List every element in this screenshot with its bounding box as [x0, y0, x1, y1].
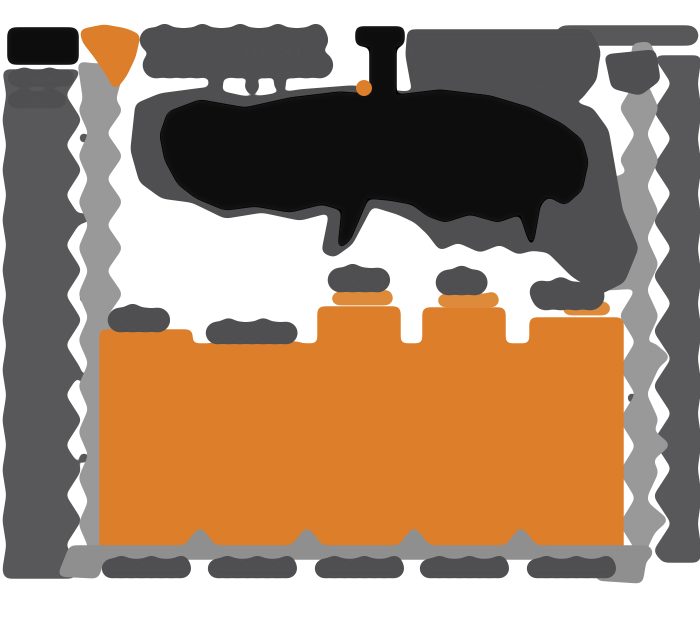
- bar-5-top: [530, 318, 623, 348]
- chart-layers: [3, 24, 700, 583]
- orange-accent-dot: [356, 80, 372, 96]
- x-tick-label-2: [208, 555, 297, 578]
- axis-gap-diamond: [389, 527, 439, 558]
- x-tick-label-4: [420, 555, 509, 578]
- left-axis-tick-nub: [80, 452, 94, 464]
- legend-label-line: [8, 89, 66, 108]
- bar-3-label-dot: [365, 268, 390, 292]
- bar-2-label: [206, 318, 298, 344]
- x-tick-label-5-dot: [598, 555, 614, 572]
- bar-4-label-dot: [462, 270, 488, 295]
- title-right-mass: [406, 30, 600, 100]
- x-tick-label-3: [315, 555, 404, 578]
- x-tick-label-1: [102, 555, 191, 578]
- bar-3-value-label-dot: [381, 289, 392, 301]
- bar-3-label: [328, 264, 390, 292]
- right-margin-label-band: [654, 56, 700, 562]
- bar-2-top: [213, 342, 300, 352]
- bar-4-value-label-dot: [487, 291, 498, 303]
- bar-5-label-dot: [576, 282, 605, 310]
- big-black-mass: [160, 90, 588, 250]
- bar-1-label-dot: [145, 308, 170, 332]
- bar-4-top: [423, 308, 505, 348]
- bar-4-label: [436, 266, 488, 295]
- top-center-t-shape: [356, 27, 404, 104]
- bars: [80, 25, 623, 553]
- left-margin-label-band: [3, 70, 81, 578]
- right-axis-bump: [650, 340, 670, 374]
- right-axis-bump: [650, 505, 668, 536]
- title-descender: [245, 79, 259, 93]
- axis-gap-diamond: [282, 527, 332, 558]
- legend-label-line-dot: [58, 70, 75, 86]
- x-tick-label-5: [527, 555, 616, 578]
- dark-labels: [102, 264, 616, 578]
- right-axis-bump: [650, 428, 670, 462]
- legend-label-line: [8, 67, 75, 86]
- black-shapes: [8, 27, 588, 250]
- x-tick-label-3-dot: [386, 555, 402, 572]
- x-tick-label-1-dot: [173, 555, 189, 572]
- bar-1-top: [100, 330, 192, 350]
- axis-corner-left: [58, 546, 108, 578]
- bar-5-label-tall-part: [530, 281, 552, 303]
- axis-gap-diamond: [496, 527, 546, 558]
- axis-gap-diamond: [175, 527, 225, 558]
- title-line-1: [140, 24, 328, 52]
- x-tick-label-4-dot: [491, 555, 507, 572]
- bars-merged-body: [100, 344, 623, 553]
- bar-4-value-label: [438, 291, 499, 307]
- title-descender: [209, 77, 223, 91]
- bar-3-top: [318, 307, 400, 347]
- x-tick-label-2-dot: [279, 555, 295, 572]
- value-labels-orange: [332, 289, 611, 315]
- legend-swatch-orange-wedge: [80, 25, 140, 90]
- title-line-2: [143, 47, 333, 78]
- title-descender: [274, 78, 286, 90]
- legend-label-line-dot: [50, 92, 66, 108]
- right-axis-spine: [620, 56, 658, 560]
- bar-1-label: [108, 304, 170, 332]
- legend-swatch-black: [8, 28, 78, 64]
- title-line-1-dot: [306, 24, 326, 44]
- bar-3-value-label: [332, 289, 393, 305]
- title-right-mass-2: [605, 50, 660, 95]
- title-line-2-dot: [306, 52, 333, 78]
- bar-2-label-dot: [275, 322, 298, 344]
